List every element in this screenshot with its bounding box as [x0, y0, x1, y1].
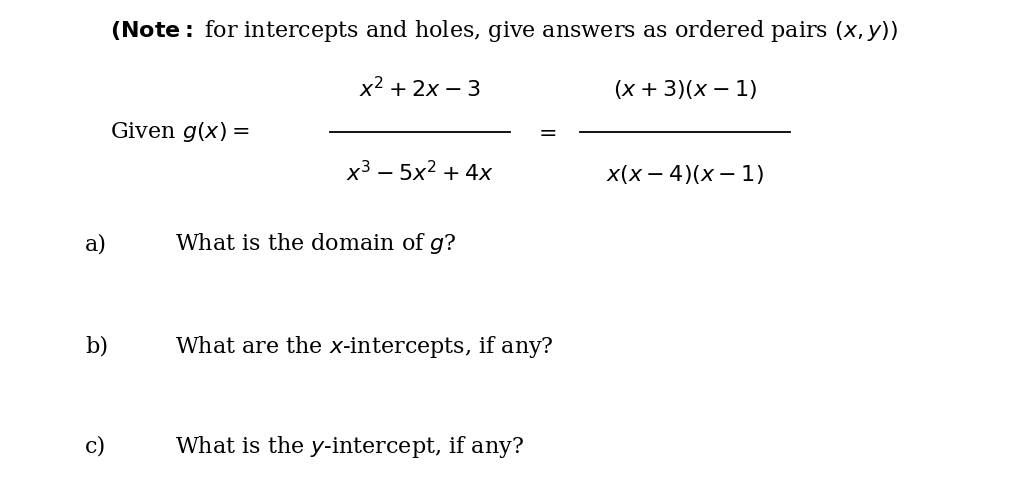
- Text: What is the domain of $g$?: What is the domain of $g$?: [175, 232, 457, 256]
- Text: $x^3-5x^2+4x$: $x^3-5x^2+4x$: [345, 161, 494, 186]
- Text: What are the $x$-intercepts, if any?: What are the $x$-intercepts, if any?: [175, 334, 553, 360]
- Text: $(x+3)(x-1)$: $(x+3)(x-1)$: [613, 79, 758, 101]
- Text: a): a): [85, 233, 107, 255]
- Text: c): c): [85, 436, 106, 458]
- Text: $\mathbf{(Note:}$ for intercepts and holes, give answers as ordered pairs $(x, y: $\mathbf{(Note:}$ for intercepts and hol…: [110, 18, 898, 44]
- Text: $x(x-4)(x-1)$: $x(x-4)(x-1)$: [606, 162, 764, 185]
- Text: What is the $y$-intercept, if any?: What is the $y$-intercept, if any?: [175, 434, 524, 460]
- Text: Given $g(x)=$: Given $g(x)=$: [110, 120, 249, 144]
- Text: $=$: $=$: [533, 121, 557, 143]
- Text: b): b): [85, 336, 108, 358]
- Text: $x^2+2x-3$: $x^2+2x-3$: [360, 77, 481, 103]
